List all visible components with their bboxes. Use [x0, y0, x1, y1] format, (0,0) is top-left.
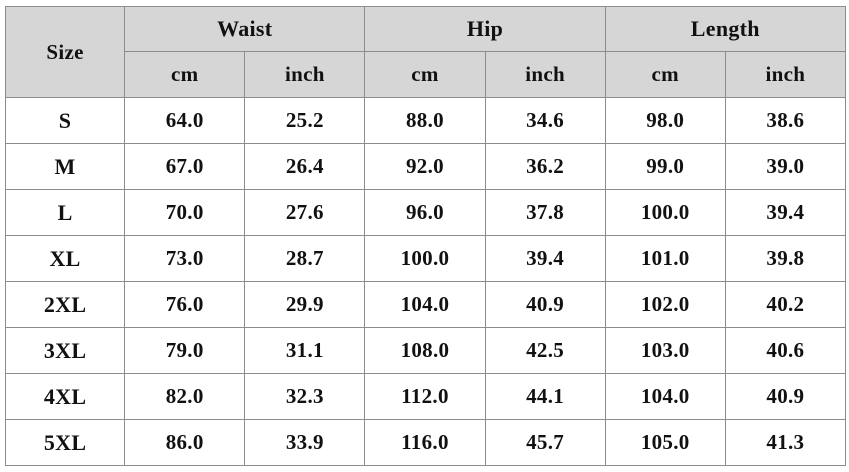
waist-inch-cell: 29.9 [244, 281, 366, 328]
length-cm-header: cm [604, 51, 726, 98]
size-cell: M [4, 143, 126, 190]
hip-inch-cell: 44.1 [484, 373, 606, 420]
waist-cm-cell: 67.0 [124, 143, 246, 190]
hip-inch-cell: 37.8 [484, 189, 606, 236]
waist-inch-cell: 31.1 [244, 327, 366, 374]
length-cm-cell: 99.0 [604, 143, 726, 190]
waist-inch-cell: 33.9 [244, 419, 366, 466]
waist-inch-cell: 27.6 [244, 189, 366, 236]
hip-group-header: Hip [364, 6, 606, 52]
length-cm-cell: 101.0 [604, 235, 726, 282]
hip-cm-cell: 92.0 [364, 143, 486, 190]
waist-cm-cell: 73.0 [124, 235, 246, 282]
length-inch-cell: 41.3 [724, 419, 847, 466]
waist-inch-cell: 28.7 [244, 235, 366, 282]
hip-cm-cell: 108.0 [364, 327, 486, 374]
waist-inch-cell: 25.2 [244, 97, 366, 144]
length-cm-cell: 100.0 [604, 189, 726, 236]
waist-cm-cell: 86.0 [124, 419, 246, 466]
length-cm-cell: 103.0 [604, 327, 726, 374]
size-cell: XL [4, 235, 126, 282]
hip-cm-header: cm [364, 51, 486, 98]
hip-inch-cell: 36.2 [484, 143, 606, 190]
length-cm-cell: 104.0 [604, 373, 726, 420]
table-row: 5XL 86.0 33.9 116.0 45.7 105.0 41.3 [4, 419, 847, 466]
size-cell: S [4, 97, 126, 144]
hip-cm-cell: 116.0 [364, 419, 486, 466]
waist-cm-cell: 79.0 [124, 327, 246, 374]
length-cm-cell: 98.0 [604, 97, 726, 144]
table-row: 3XL 79.0 31.1 108.0 42.5 103.0 40.6 [4, 327, 847, 374]
hip-inch-cell: 45.7 [484, 419, 606, 466]
hip-inch-cell: 34.6 [484, 97, 606, 144]
size-cell: 2XL [4, 281, 126, 328]
table-header: Size Waist Hip Length cm inch cm inch cm… [4, 6, 847, 98]
length-inch-cell: 40.9 [724, 373, 847, 420]
length-inch-header: inch [724, 51, 847, 98]
size-cell: 3XL [4, 327, 126, 374]
waist-inch-cell: 32.3 [244, 373, 366, 420]
table-row: 2XL 76.0 29.9 104.0 40.9 102.0 40.2 [4, 281, 847, 328]
table-row: S 64.0 25.2 88.0 34.6 98.0 38.6 [4, 97, 847, 144]
table-body: S 64.0 25.2 88.0 34.6 98.0 38.6 M 67.0 26.4 92.0 36… [4, 97, 847, 466]
waist-cm-header: cm [124, 51, 246, 98]
length-inch-cell: 40.2 [724, 281, 847, 328]
header-group-row: Size Waist Hip Length [4, 6, 847, 98]
length-inch-cell: 38.6 [724, 97, 847, 144]
waist-cm-cell: 82.0 [124, 373, 246, 420]
hip-cm-cell: 96.0 [364, 189, 486, 236]
waist-cm-cell: 70.0 [124, 189, 246, 236]
size-chart-table: Size Waist Hip Length cm inch cm inch cm… [4, 6, 847, 466]
hip-cm-cell: 104.0 [364, 281, 486, 328]
header-unit-row: cm inch cm inch cm inch [6, 51, 847, 98]
waist-group-header: Waist [124, 6, 366, 52]
length-group-header: Length [604, 6, 847, 52]
waist-cm-cell: 64.0 [124, 97, 246, 144]
hip-cm-cell: 88.0 [364, 97, 486, 144]
table-row: M 67.0 26.4 92.0 36.2 99.0 39.0 [4, 143, 847, 190]
table-row: 4XL 82.0 32.3 112.0 44.1 104.0 40.9 [4, 373, 847, 420]
waist-inch-header: inch [244, 51, 366, 98]
size-cell: L [4, 189, 126, 236]
hip-inch-cell: 40.9 [484, 281, 606, 328]
length-inch-cell: 40.6 [724, 327, 847, 374]
length-cm-cell: 102.0 [604, 281, 726, 328]
size-cell: 5XL [4, 419, 126, 466]
waist-cm-cell: 76.0 [124, 281, 246, 328]
length-inch-cell: 39.0 [724, 143, 847, 190]
waist-inch-cell: 26.4 [244, 143, 366, 190]
hip-cm-cell: 100.0 [364, 235, 486, 282]
length-cm-cell: 105.0 [604, 419, 726, 466]
size-cell: 4XL [4, 373, 126, 420]
size-column-header: Size [4, 6, 126, 98]
table-row: L 70.0 27.6 96.0 37.8 100.0 39.4 [4, 189, 847, 236]
hip-cm-cell: 112.0 [364, 373, 486, 420]
hip-inch-cell: 39.4 [484, 235, 606, 282]
hip-inch-cell: 42.5 [484, 327, 606, 374]
hip-inch-header: inch [484, 51, 606, 98]
length-inch-cell: 39.4 [724, 189, 847, 236]
length-inch-cell: 39.8 [724, 235, 847, 282]
table-row: XL 73.0 28.7 100.0 39.4 101.0 39.8 [4, 235, 847, 282]
